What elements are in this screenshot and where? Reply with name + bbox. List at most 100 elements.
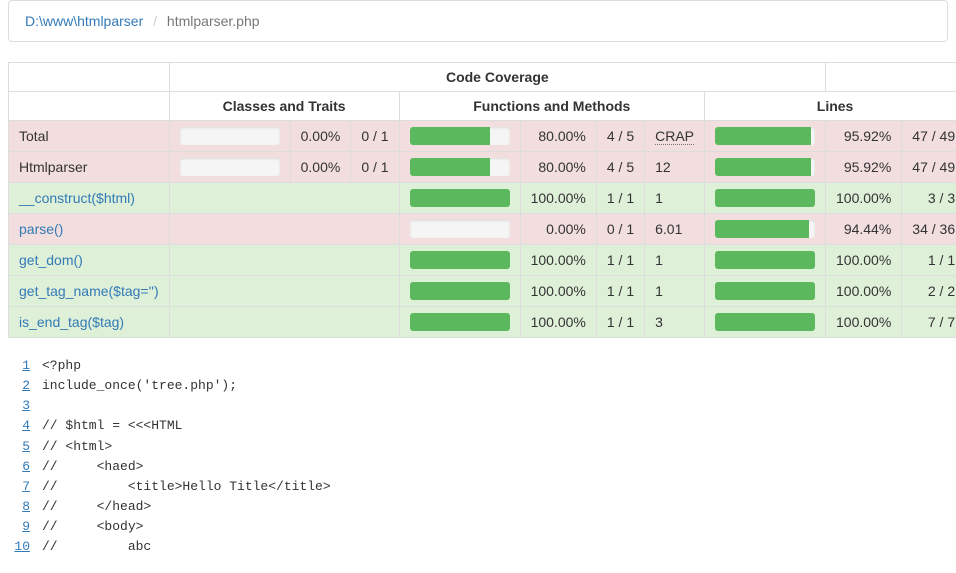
lines-frac: 47 / 49 [902,121,956,152]
progress-bar [180,158,280,176]
progress-bar [715,127,815,145]
table-header-classes: Classes and Traits [169,92,399,121]
code-line: 4// $html = <<<HTML [8,416,948,436]
lines-frac: 2 / 2 [902,276,956,307]
functions-frac: 1 / 1 [596,183,644,214]
code-line: 8// </head> [8,497,948,517]
progress-bar [715,282,815,300]
progress-bar [410,282,510,300]
table-row: parse()0.00%0 / 16.0194.44%34 / 36 [9,214,956,245]
table-row: get_tag_name($tag='')100.00%1 / 11100.00… [9,276,956,307]
row-name-cell: get_dom() [9,245,170,276]
crap-cell: 1 [645,276,705,307]
classes-pct: 0.00% [290,121,351,152]
lines-pct: 100.00% [826,245,902,276]
row-name-link[interactable]: get_dom() [19,252,83,268]
lines-pct: 100.00% [826,183,902,214]
table-row: Htmlparser0.00%0 / 180.00%4 / 51295.92%4… [9,152,956,183]
progress-bar-fill [715,282,815,300]
row-name-cell: is_end_tag($tag) [9,307,170,338]
crap-cell: 3 [645,307,705,338]
table-row: get_dom()100.00%1 / 11100.00%1 / 1 [9,245,956,276]
progress-bar [410,189,510,207]
line-text: // </head> [42,497,151,517]
classes-empty [169,307,399,338]
code-line: 5// <html> [8,437,948,457]
code-line: 2include_once('tree.php'); [8,376,948,396]
breadcrumb: D:\www\htmlparser / htmlparser.php [8,0,948,42]
progress-bar-cell [399,214,520,245]
progress-bar [180,127,280,145]
functions-frac: 4 / 5 [596,152,644,183]
code-line: 9// <body> [8,517,948,537]
functions-frac: 1 / 1 [596,276,644,307]
line-text: // <haed> [42,457,143,477]
row-name-cell: get_tag_name($tag='') [9,276,170,307]
progress-bar-cell [399,183,520,214]
crap-cell: 1 [645,183,705,214]
lines-frac: 3 / 3 [902,183,956,214]
row-name-link[interactable]: __construct($html) [19,190,135,206]
line-number-link[interactable]: 5 [8,437,42,457]
lines-pct: 100.00% [826,307,902,338]
row-name-cell: __construct($html) [9,183,170,214]
functions-pct: 100.00% [520,307,596,338]
functions-pct: 80.00% [520,121,596,152]
table-row: is_end_tag($tag)100.00%1 / 13100.00%7 / … [9,307,956,338]
row-name-link[interactable]: parse() [19,221,63,237]
lines-frac: 34 / 36 [902,214,956,245]
line-number-link[interactable]: 1 [8,356,42,376]
line-number-link[interactable]: 2 [8,376,42,396]
source-code-block: 1<?php2include_once('tree.php');34// $ht… [0,356,956,573]
progress-bar-fill [410,251,510,269]
table-header-functions: Functions and Methods [399,92,704,121]
line-number-link[interactable]: 3 [8,396,42,416]
functions-pct: 100.00% [520,276,596,307]
table-header-lines: Lines [705,92,956,121]
code-line: 10// abc [8,537,948,557]
progress-bar-cell [705,183,826,214]
crap-cell: 12 [645,152,705,183]
progress-bar-fill [715,313,815,331]
progress-bar-cell [705,214,826,245]
progress-bar [715,158,815,176]
line-text: // <body> [42,517,143,537]
lines-pct: 94.44% [826,214,902,245]
progress-bar-fill [715,251,815,269]
code-line: 3 [8,396,948,416]
progress-bar-cell [705,245,826,276]
lines-frac: 7 / 7 [902,307,956,338]
breadcrumb-parent-link[interactable]: D:\www\htmlparser [25,13,143,29]
progress-bar [410,127,510,145]
classes-frac: 0 / 1 [351,152,399,183]
line-text: // <html> [42,437,112,457]
line-number-link[interactable]: 8 [8,497,42,517]
code-line: 1<?php [8,356,948,376]
line-number-link[interactable]: 7 [8,477,42,497]
progress-bar [715,251,815,269]
progress-bar [410,313,510,331]
table-row: __construct($html)100.00%1 / 11100.00%3 … [9,183,956,214]
progress-bar [715,189,815,207]
line-number-link[interactable]: 10 [8,537,42,557]
progress-bar-cell [399,152,520,183]
progress-bar-cell [169,152,290,183]
progress-bar [410,251,510,269]
line-number-link[interactable]: 9 [8,517,42,537]
line-text: <?php [42,356,81,376]
progress-bar [715,313,815,331]
line-text: include_once('tree.php'); [42,376,237,396]
row-name-cell: Total [9,121,170,152]
crap-cell: 1 [645,245,705,276]
progress-bar-cell [169,121,290,152]
line-number-link[interactable]: 4 [8,416,42,436]
progress-bar [410,220,510,238]
breadcrumb-current: htmlparser.php [167,13,260,29]
functions-frac: 4 / 5 [596,121,644,152]
row-name-link[interactable]: get_tag_name($tag='') [19,283,159,299]
row-name-link[interactable]: is_end_tag($tag) [19,314,124,330]
line-number-link[interactable]: 6 [8,457,42,477]
progress-bar [715,220,815,238]
classes-empty [169,276,399,307]
progress-bar-fill [410,127,490,145]
